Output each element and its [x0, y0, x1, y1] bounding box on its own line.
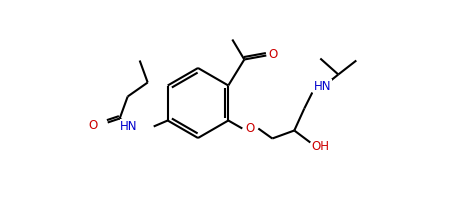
Text: OH: OH: [311, 140, 329, 153]
Text: O: O: [88, 119, 97, 132]
Text: O: O: [246, 122, 255, 135]
Text: O: O: [269, 48, 278, 61]
Text: HN: HN: [314, 80, 331, 93]
Text: HN: HN: [120, 120, 138, 133]
